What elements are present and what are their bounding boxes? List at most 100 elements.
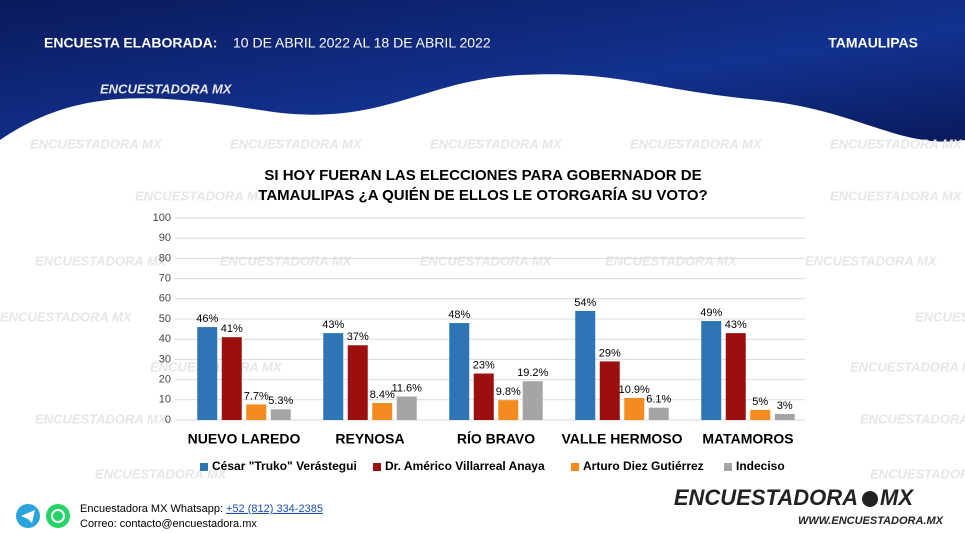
data-label: 19.2% — [517, 367, 548, 379]
bar — [197, 327, 218, 420]
email: Correo: contacto@encuestadora.mx — [80, 518, 257, 530]
data-label: 3% — [777, 400, 793, 412]
x-tick-label: MATAMOROS — [702, 431, 793, 447]
legend-swatch — [571, 463, 579, 471]
data-label: 48% — [448, 309, 470, 321]
watermark: ENCUESTADORA MX — [35, 411, 168, 426]
chart-title: TAMAULIPAS ¿A QUIÉN DE ELLOS LE OTORGARÍ… — [258, 187, 707, 204]
watermark: ENCUESTADORA MX — [430, 136, 563, 151]
watermark: ENCUESTADORA MX — [830, 136, 963, 151]
data-label: 6.1% — [646, 394, 671, 406]
bar — [270, 409, 291, 420]
header-label: ENCUESTA ELABORADA: — [44, 35, 217, 51]
y-tick-label: 80 — [159, 252, 171, 264]
legend-label: Indeciso — [736, 459, 785, 473]
watermark: ENCUESTADORA MX — [630, 136, 763, 151]
bar — [750, 409, 771, 420]
data-label: 5% — [752, 396, 768, 408]
bar — [449, 323, 470, 420]
x-tick-label: REYNOSA — [335, 431, 404, 447]
data-label: 41% — [221, 323, 243, 335]
bar — [221, 337, 242, 420]
data-label: 43% — [725, 319, 747, 331]
watermark: ENCUESTADORA MX — [870, 466, 965, 481]
watermark: ENCUESTADORA MX — [605, 253, 738, 268]
bar — [473, 373, 494, 420]
watermark: ENCUESTADORA MX — [420, 253, 553, 268]
data-label: 46% — [196, 313, 218, 325]
header-wave — [0, 0, 965, 142]
bar — [725, 333, 746, 420]
data-label: 11.6% — [392, 382, 423, 394]
legend-label: Arturo Diez Gutiérrez — [583, 459, 704, 473]
legend-label: Dr. Américo Villarreal Anaya — [385, 459, 545, 473]
x-tick-label: NUEVO LAREDO — [188, 431, 301, 447]
logo-text: MX — [880, 485, 914, 510]
bar — [774, 413, 795, 420]
phone-link[interactable]: +52 (812) 334-2385 — [226, 503, 323, 515]
bar — [575, 310, 596, 420]
y-tick-label: 50 — [159, 313, 171, 325]
y-tick-label: 30 — [159, 353, 171, 365]
watermark: ENCUESTADORA MX — [805, 253, 938, 268]
bar — [347, 345, 368, 420]
data-label: 54% — [574, 297, 596, 309]
data-label: 7.7% — [244, 390, 269, 402]
header-dates: 10 DE ABRIL 2022 AL 18 DE ABRIL 2022 — [233, 35, 491, 51]
watermark: ENCUESTADORA MX — [860, 411, 965, 426]
y-tick-label: 0 — [165, 414, 171, 426]
bar — [246, 404, 267, 420]
x-tick-label: RÍO BRAVO — [457, 431, 535, 447]
y-tick-label: 10 — [159, 394, 171, 406]
watermark: ENCUESTADORA MX — [35, 253, 168, 268]
watermark: ENCUESTADORA MX — [135, 188, 268, 203]
data-label: 5.3% — [268, 395, 293, 407]
watermark: ENCUESTADORA MX — [100, 81, 233, 96]
watermark: ENCUESTADORA MX — [0, 309, 133, 324]
bar — [522, 381, 543, 420]
data-label: 49% — [700, 307, 722, 319]
legend-swatch — [200, 463, 208, 471]
y-tick-label: 100 — [153, 212, 171, 224]
y-tick-label: 60 — [159, 293, 171, 305]
logo-dot — [862, 491, 878, 507]
watermark: ENCUESTADORA MX — [830, 188, 963, 203]
watermark: ENCUESTADORA MX — [220, 253, 353, 268]
y-tick-label: 70 — [159, 273, 171, 285]
bar — [323, 333, 344, 420]
legend-swatch — [373, 463, 381, 471]
legend-swatch — [724, 463, 732, 471]
data-label: 9.8% — [496, 386, 521, 398]
bar — [599, 361, 620, 420]
bar — [372, 403, 393, 420]
bar — [396, 396, 417, 420]
watermark: ENCUESTADORA MX — [850, 359, 965, 374]
x-tick-label: VALLE HERMOSO — [561, 431, 682, 447]
bar — [498, 400, 519, 420]
whatsapp-glyph — [51, 509, 65, 523]
data-label: 8.4% — [370, 389, 395, 401]
logo-url: WWW.ENCUESTADORA.MX — [798, 515, 944, 527]
legend-label: César "Truko" Verástegui — [212, 459, 357, 473]
chart-title: SI HOY FUERAN LAS ELECCIONES PARA GOBERN… — [264, 167, 701, 184]
watermark: ENCUESTADORA MX — [95, 466, 228, 481]
watermark: ENCUESTADORA MX — [30, 136, 163, 151]
bar — [648, 407, 669, 420]
data-label: 23% — [473, 359, 495, 371]
data-label: 29% — [599, 347, 621, 359]
y-tick-label: 20 — [159, 374, 171, 386]
whatsapp-label: Encuestadora MX Whatsapp: — [80, 503, 223, 515]
y-tick-label: 90 — [159, 232, 171, 244]
bar — [624, 397, 645, 420]
watermark: ENCUESTADORA MX — [230, 136, 363, 151]
y-tick-label: 40 — [159, 333, 171, 345]
header-state: TAMAULIPAS — [828, 35, 918, 51]
data-label: 37% — [347, 331, 369, 343]
bar — [701, 321, 722, 420]
data-label: 10.9% — [619, 384, 650, 396]
whatsapp-icon — [46, 504, 70, 528]
logo-text: ENCUESTADORA — [674, 485, 858, 510]
watermark: ENCUESTADORA MX — [915, 309, 965, 324]
telegram-plane — [21, 510, 35, 523]
